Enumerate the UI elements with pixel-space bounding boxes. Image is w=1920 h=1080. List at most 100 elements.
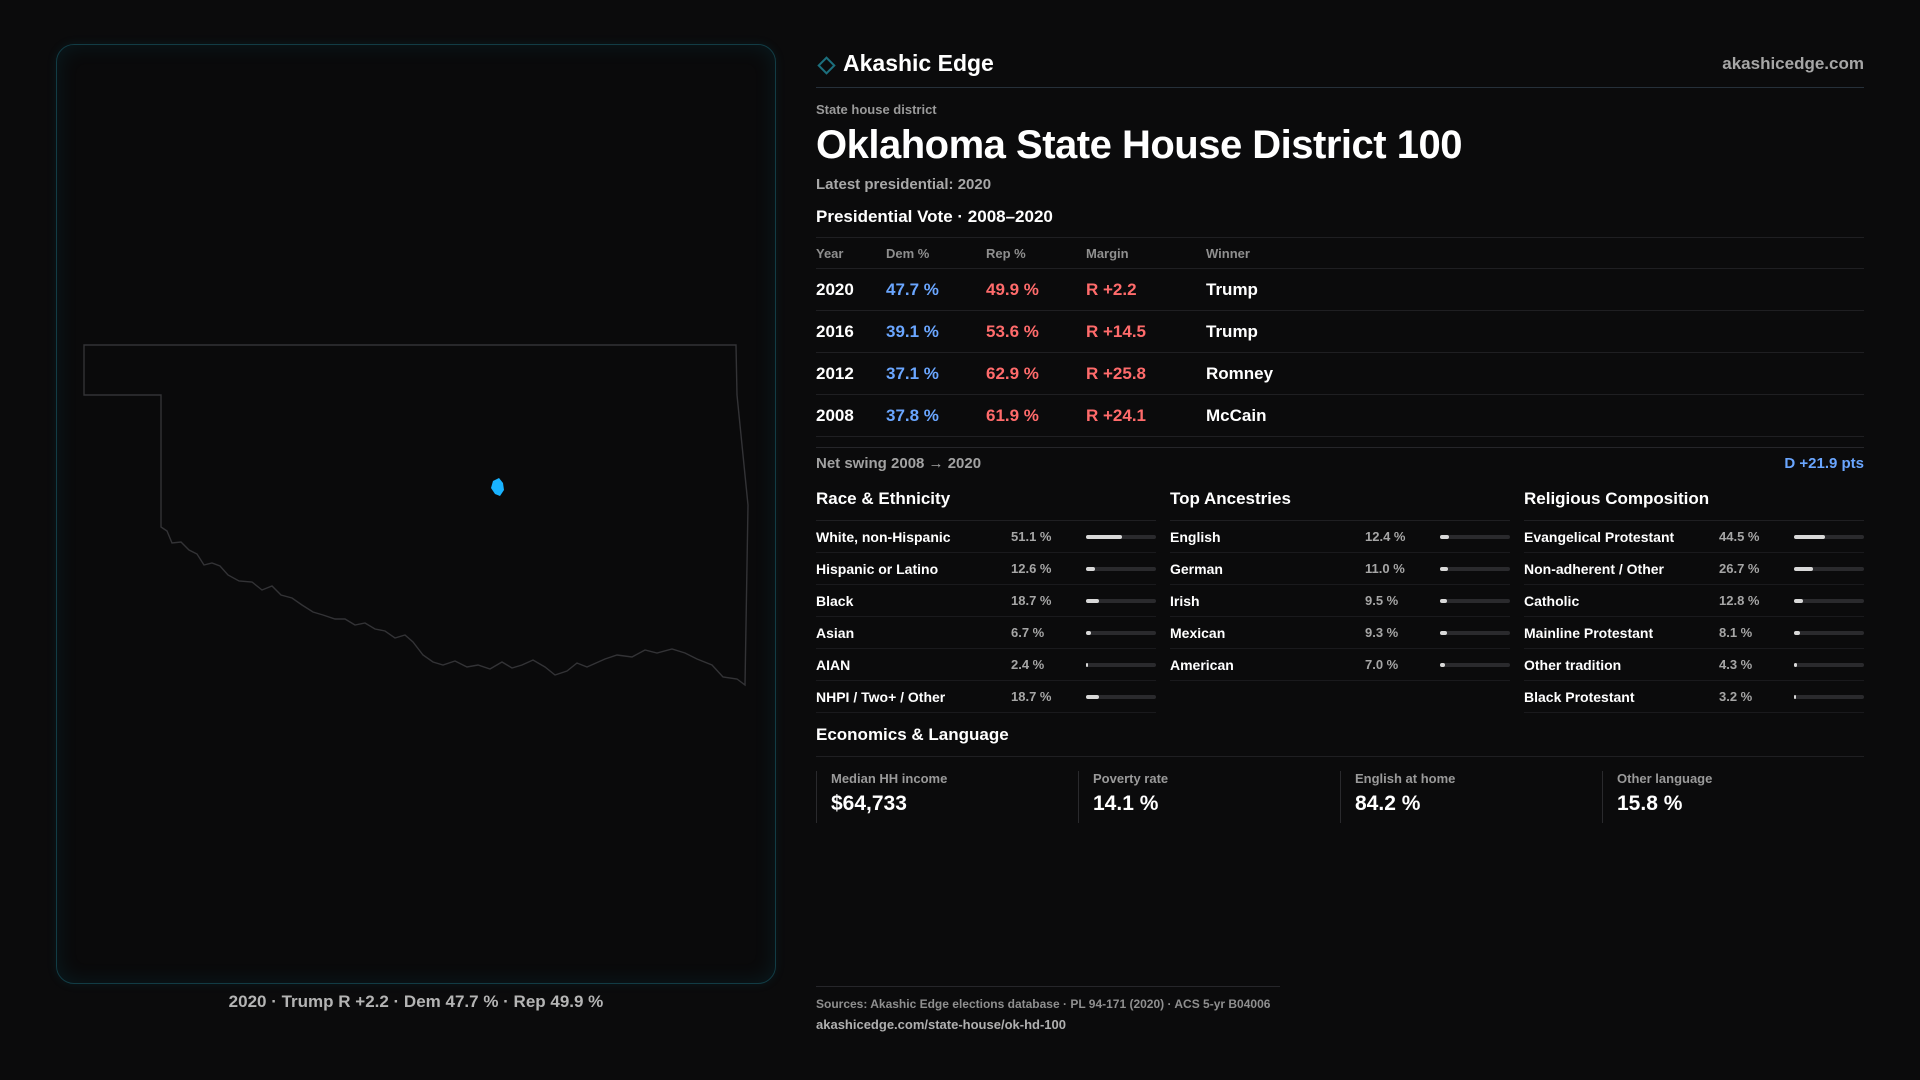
col-margin: Margin	[1086, 245, 1129, 261]
page-url-link[interactable]: akashicedge.com/state-house/ok-hd-100	[816, 1017, 1066, 1032]
row-year: 2020	[816, 279, 854, 299]
table-row: 2020 47.7 % 49.9 % R +2.2 Trump	[816, 269, 1864, 311]
list-item: German 11.0 %	[1170, 553, 1510, 585]
share-bar	[1794, 694, 1864, 699]
list-item: Irish 9.5 %	[1170, 585, 1510, 617]
stat-value: 7.0 %	[1365, 657, 1399, 672]
page-title: Oklahoma State House District 100	[816, 123, 1462, 167]
district-type-label: State house district	[816, 102, 937, 117]
share-bar	[1794, 630, 1864, 635]
stat-label: Evangelical Protestant	[1524, 528, 1675, 545]
list-item: Catholic 12.8 %	[1524, 585, 1864, 617]
econ-card-other-language: Other language 15.8 %	[1602, 771, 1864, 823]
list-item: Asian 6.7 %	[816, 617, 1156, 649]
share-bar	[1086, 566, 1156, 571]
list-item: White, non-Hispanic 51.1 %	[816, 521, 1156, 553]
stat-label: Other tradition	[1524, 656, 1622, 673]
stat-label: Non-adherent / Other	[1524, 560, 1665, 577]
top-ancestries-title: Top Ancestries	[1170, 489, 1510, 521]
stat-value: 11.0 %	[1365, 561, 1405, 576]
list-item: Mainline Protestant 8.1 %	[1524, 617, 1864, 649]
presidential-vote-title: Presidential Vote · 2008–2020	[816, 207, 1053, 226]
row-rep: 61.9 %	[986, 405, 1039, 425]
share-bar-fill	[1794, 566, 1813, 571]
row-winner: Trump	[1206, 279, 1258, 299]
econ-card-median-income: Median HH income $64,733	[816, 771, 1078, 823]
row-margin: R +14.5	[1086, 321, 1147, 341]
stat-label: White, non-Hispanic	[816, 528, 951, 545]
oklahoma-outline	[83, 344, 749, 687]
list-item: Black 18.7 %	[816, 585, 1156, 617]
econ-value: $64,733	[831, 792, 907, 815]
stat-value: 8.1 %	[1719, 625, 1753, 640]
list-item: Non-adherent / Other 26.7 %	[1524, 553, 1864, 585]
list-item: Evangelical Protestant 44.5 %	[1524, 521, 1864, 553]
share-bar	[1440, 630, 1510, 635]
row-rep: 62.9 %	[986, 363, 1039, 383]
stat-value: 44.5 %	[1719, 529, 1760, 544]
list-item: American 7.0 %	[1170, 649, 1510, 681]
row-winner: McCain	[1206, 405, 1267, 425]
district-100-shape[interactable]	[491, 478, 504, 496]
share-bar-fill	[1086, 662, 1088, 667]
stat-label: Black	[816, 592, 854, 609]
share-bar-fill	[1440, 662, 1445, 667]
share-bar	[1794, 598, 1864, 603]
details-panel: Akashic Edge akashicedge.com State house…	[816, 44, 1864, 823]
state-map[interactable]	[57, 45, 777, 985]
stat-label: American	[1170, 656, 1234, 673]
stat-label: Hispanic or Latino	[816, 560, 939, 577]
table-row: 2012 37.1 % 62.9 % R +25.8 Romney	[816, 353, 1864, 395]
list-item: Hispanic or Latino 12.6 %	[816, 553, 1156, 585]
share-bar	[1086, 630, 1156, 635]
econ-label: English at home	[1355, 771, 1456, 786]
stat-value: 2.4 %	[1011, 657, 1045, 672]
stat-label: Asian	[816, 624, 855, 641]
col-year: Year	[816, 245, 844, 261]
share-bar-fill	[1794, 694, 1797, 699]
col-rep: Rep %	[986, 245, 1026, 261]
stat-value: 51.1 %	[1011, 529, 1052, 544]
row-year: 2008	[816, 405, 854, 425]
share-bar-fill	[1794, 662, 1797, 667]
vote-table-header: Year Dem % Rep % Margin Winner	[816, 238, 1864, 269]
econ-label: Poverty rate	[1093, 771, 1169, 786]
share-bar	[1440, 598, 1510, 603]
share-bar-fill	[1794, 534, 1826, 539]
net-swing-value: D +21.9 pts	[1784, 455, 1864, 472]
stat-label: Catholic	[1524, 592, 1580, 609]
net-swing-label: Net swing 2008 → 2020	[816, 455, 982, 472]
stat-value: 9.3 %	[1365, 625, 1399, 640]
share-bar-fill	[1440, 534, 1449, 539]
stat-label: Irish	[1170, 592, 1200, 609]
list-item: English 12.4 %	[1170, 521, 1510, 553]
stat-value: 12.4 %	[1365, 529, 1406, 544]
row-rep: 53.6 %	[986, 321, 1039, 341]
list-item: Mexican 9.3 %	[1170, 617, 1510, 649]
brand-url-link[interactable]: akashicedge.com	[1722, 53, 1864, 73]
latest-presidential-label: Latest presidential: 2020	[816, 176, 992, 193]
brand-bar: Akashic Edge akashicedge.com	[816, 44, 1864, 88]
stat-value: 6.7 %	[1011, 625, 1045, 640]
econ-label: Other language	[1617, 771, 1713, 786]
col-dem: Dem %	[886, 245, 930, 261]
list-item: NHPI / Two+ / Other 18.7 %	[816, 681, 1156, 713]
stat-label: Mainline Protestant	[1524, 624, 1654, 641]
stat-value: 18.7 %	[1011, 689, 1052, 704]
stat-value: 12.6 %	[1011, 561, 1052, 576]
top-ancestries-section: Top Ancestries English 12.4 % German 11.0 %…	[1170, 489, 1510, 713]
share-bar	[1794, 534, 1864, 539]
presidential-vote-table: Year Dem % Rep % Margin Winner 2020 47.7…	[816, 237, 1864, 437]
share-bar-fill	[1440, 630, 1447, 635]
row-winner: Trump	[1206, 321, 1258, 341]
stat-label: English	[1170, 528, 1221, 545]
share-bar	[1794, 662, 1864, 667]
brand[interactable]: Akashic Edge	[816, 50, 994, 77]
stat-value: 4.3 %	[1719, 657, 1753, 672]
map-panel[interactable]	[56, 44, 776, 984]
footer: Sources: Akashic Edge elections database…	[816, 986, 1280, 1032]
share-bar-fill	[1794, 630, 1800, 635]
row-winner: Romney	[1206, 363, 1274, 383]
share-bar	[1794, 566, 1864, 571]
